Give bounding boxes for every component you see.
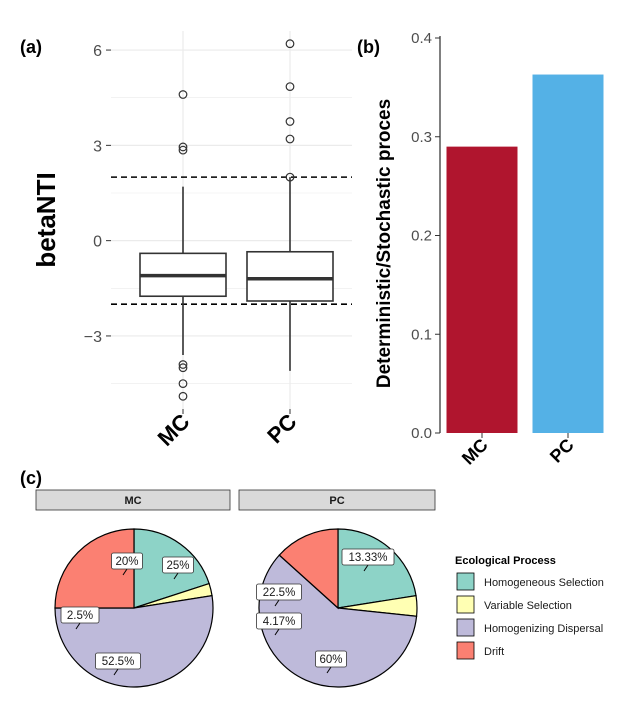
panel-a-boxplot: 6 3 0 −3 MC PC betaNTI — [31, 31, 352, 451]
y-axis-label: betaNTI — [31, 172, 61, 267]
legend-item-label: Drift — [484, 646, 504, 658]
label-leader — [113, 668, 119, 676]
panel-c-tag: (c) — [20, 468, 42, 488]
outlier-point — [178, 360, 188, 369]
legend-swatch — [456, 572, 475, 591]
legend-swatch — [456, 595, 475, 614]
panel-c-piecharts: MC 20% 2.5% 52.5% 25% PC 22.5% 4.17% 60% 13.33% Ec… — [35, 489, 604, 688]
facet-strip-label: MC — [124, 495, 141, 507]
panel-b-tag: (b) — [357, 37, 380, 57]
y-tick-label: 0.2 — [411, 228, 432, 245]
x-tick-label: PC — [262, 409, 301, 448]
pie-label-box — [162, 556, 194, 574]
outlier-point — [178, 379, 188, 388]
legend-item-label: Homogenizing Dispersal — [484, 623, 603, 635]
outlier-point — [178, 90, 188, 99]
pie-value-label: 22.5% — [263, 587, 296, 599]
facet-strip-label: PC — [329, 495, 344, 507]
pie-label-box — [256, 583, 302, 601]
pie-label-box — [111, 552, 143, 570]
label-leader — [326, 666, 332, 674]
bar-pc — [532, 74, 604, 433]
y-tick-label: 0.4 — [411, 30, 432, 47]
y-tick-label: 0.0 — [411, 425, 432, 442]
pie-value-label: 60% — [319, 654, 342, 666]
outlier-point — [285, 82, 295, 91]
label-leader — [363, 564, 369, 572]
legend-swatch — [456, 641, 475, 660]
y-tick-label: 0.1 — [411, 326, 432, 343]
label-leader — [122, 568, 128, 576]
panel-a-tag: (a) — [20, 37, 42, 57]
legend-item-label: Homogeneous Selection — [484, 577, 604, 589]
label-leader — [173, 572, 179, 580]
pie-value-label: 25% — [166, 560, 189, 572]
pie-value-label: 52.5% — [102, 656, 135, 668]
legend-item-label: Variable Selection — [484, 600, 572, 612]
x-tick-label: MC — [153, 409, 195, 451]
bar-mc — [446, 146, 518, 433]
y-tick-label: 3 — [93, 138, 102, 155]
y-axis-label: Deterministic/Stochastic proces — [374, 99, 395, 388]
outlier-point — [285, 134, 295, 144]
outlier-point — [178, 391, 188, 401]
y-tick-label: 6 — [93, 43, 102, 60]
legend-title: Ecological Process — [455, 555, 556, 567]
pie-label-box — [256, 612, 302, 630]
box — [246, 250, 334, 302]
label-leader — [75, 622, 81, 630]
x-tick-label: MC — [458, 435, 492, 469]
pie-value-label: 2.5% — [67, 610, 93, 622]
pie-label-box — [341, 548, 395, 566]
label-leader — [274, 628, 280, 636]
pie-slice-drift — [278, 528, 339, 610]
outlier-point — [285, 39, 295, 49]
outlier-point — [285, 117, 295, 126]
x-tick-label: PC — [546, 435, 578, 467]
legend-swatch — [456, 618, 475, 637]
pie-label-box — [60, 606, 100, 624]
outlier-point — [178, 363, 188, 373]
panel-b-barchart: 0.0 0.1 0.2 0.3 0.4 MC PC Deterministic/Stochas… — [374, 30, 604, 469]
facet-strip-pc — [238, 489, 436, 511]
outlier-point — [178, 142, 188, 152]
label-leader — [274, 599, 280, 607]
pie-label-box — [95, 652, 141, 670]
pie-value-label: 20% — [115, 556, 138, 568]
pie-value-label: 13.33% — [348, 552, 387, 564]
outlier-point — [178, 145, 188, 155]
y-tick-label: 0.3 — [411, 129, 432, 146]
pie-label-box — [315, 650, 347, 668]
y-tick-label: −3 — [84, 329, 102, 346]
pie-slice-drift — [54, 528, 135, 609]
y-tick-label: 0 — [93, 234, 102, 251]
pie-value-label: 4.17% — [263, 616, 296, 628]
pie-slice-homogeneous-selection — [337, 528, 417, 609]
facet-strip-mc — [35, 489, 231, 511]
outlier-point — [285, 172, 295, 182]
